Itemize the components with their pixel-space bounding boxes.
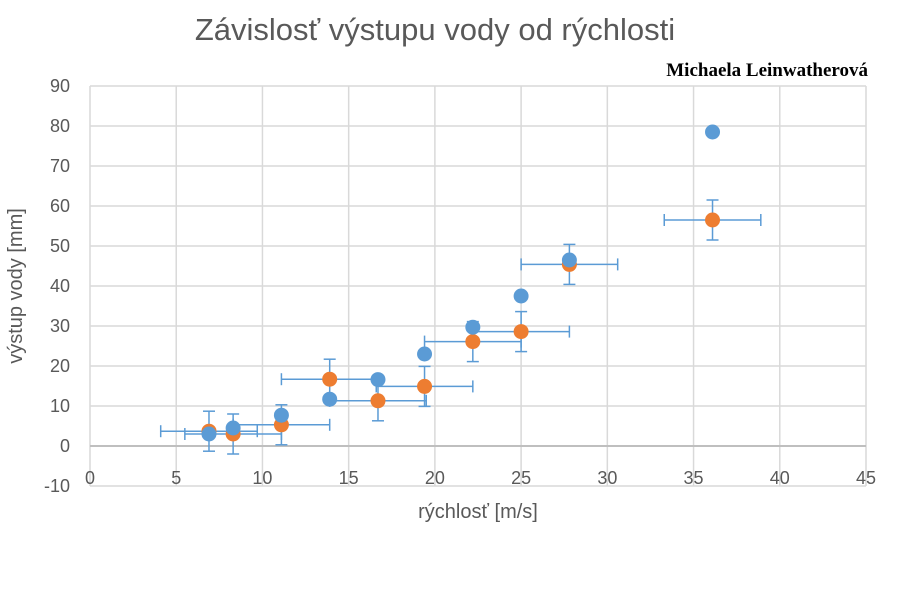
data-point-orange	[513, 324, 529, 340]
data-point-orange	[322, 371, 338, 387]
data-point-blue	[201, 426, 217, 442]
y-tick-label: -10	[44, 476, 70, 496]
x-tick-label: 25	[511, 468, 531, 488]
data-point-blue	[705, 124, 721, 140]
y-tick-label: 40	[50, 276, 70, 296]
x-axis-label: rýchlosť [m/s]	[418, 501, 538, 523]
chart-title: Závislosť výstupu vody od rýchlosti	[194, 12, 676, 47]
data-point-blue	[561, 252, 577, 268]
data-point-orange	[417, 378, 433, 394]
y-tick-label: 80	[50, 116, 70, 136]
data-point-blue	[225, 420, 241, 436]
x-tick-label: 10	[252, 468, 272, 488]
y-tick-label: 70	[50, 156, 70, 176]
y-tick-label: 60	[50, 196, 70, 216]
y-tick-label: 30	[50, 316, 70, 336]
x-tick-label: 35	[684, 468, 704, 488]
y-tick-label: 20	[50, 356, 70, 376]
x-tick-label: 0	[85, 468, 95, 488]
data-point-blue	[273, 407, 289, 423]
x-tick-label: 5	[171, 468, 181, 488]
y-tick-label: 50	[50, 236, 70, 256]
y-axis-label: výstup vody [mm]	[5, 208, 27, 364]
x-tick-label: 45	[856, 468, 876, 488]
x-tick-label: 30	[597, 468, 617, 488]
data-point-blue	[322, 391, 338, 407]
x-tick-label: 15	[339, 468, 359, 488]
data-point-blue	[465, 319, 481, 335]
author-name: Michaela Leinwatherová	[666, 60, 868, 81]
y-tick-label: 0	[60, 436, 70, 456]
data-point-orange	[370, 393, 386, 409]
x-tick-label: 20	[425, 468, 445, 488]
data-point-blue	[513, 288, 529, 304]
data-point-blue	[417, 346, 433, 362]
x-tick-label: 40	[770, 468, 790, 488]
data-point-blue	[370, 372, 386, 388]
y-tick-label: 10	[50, 396, 70, 416]
data-point-orange	[705, 212, 721, 228]
data-point-orange	[465, 334, 481, 350]
y-tick-label: 90	[50, 76, 70, 96]
